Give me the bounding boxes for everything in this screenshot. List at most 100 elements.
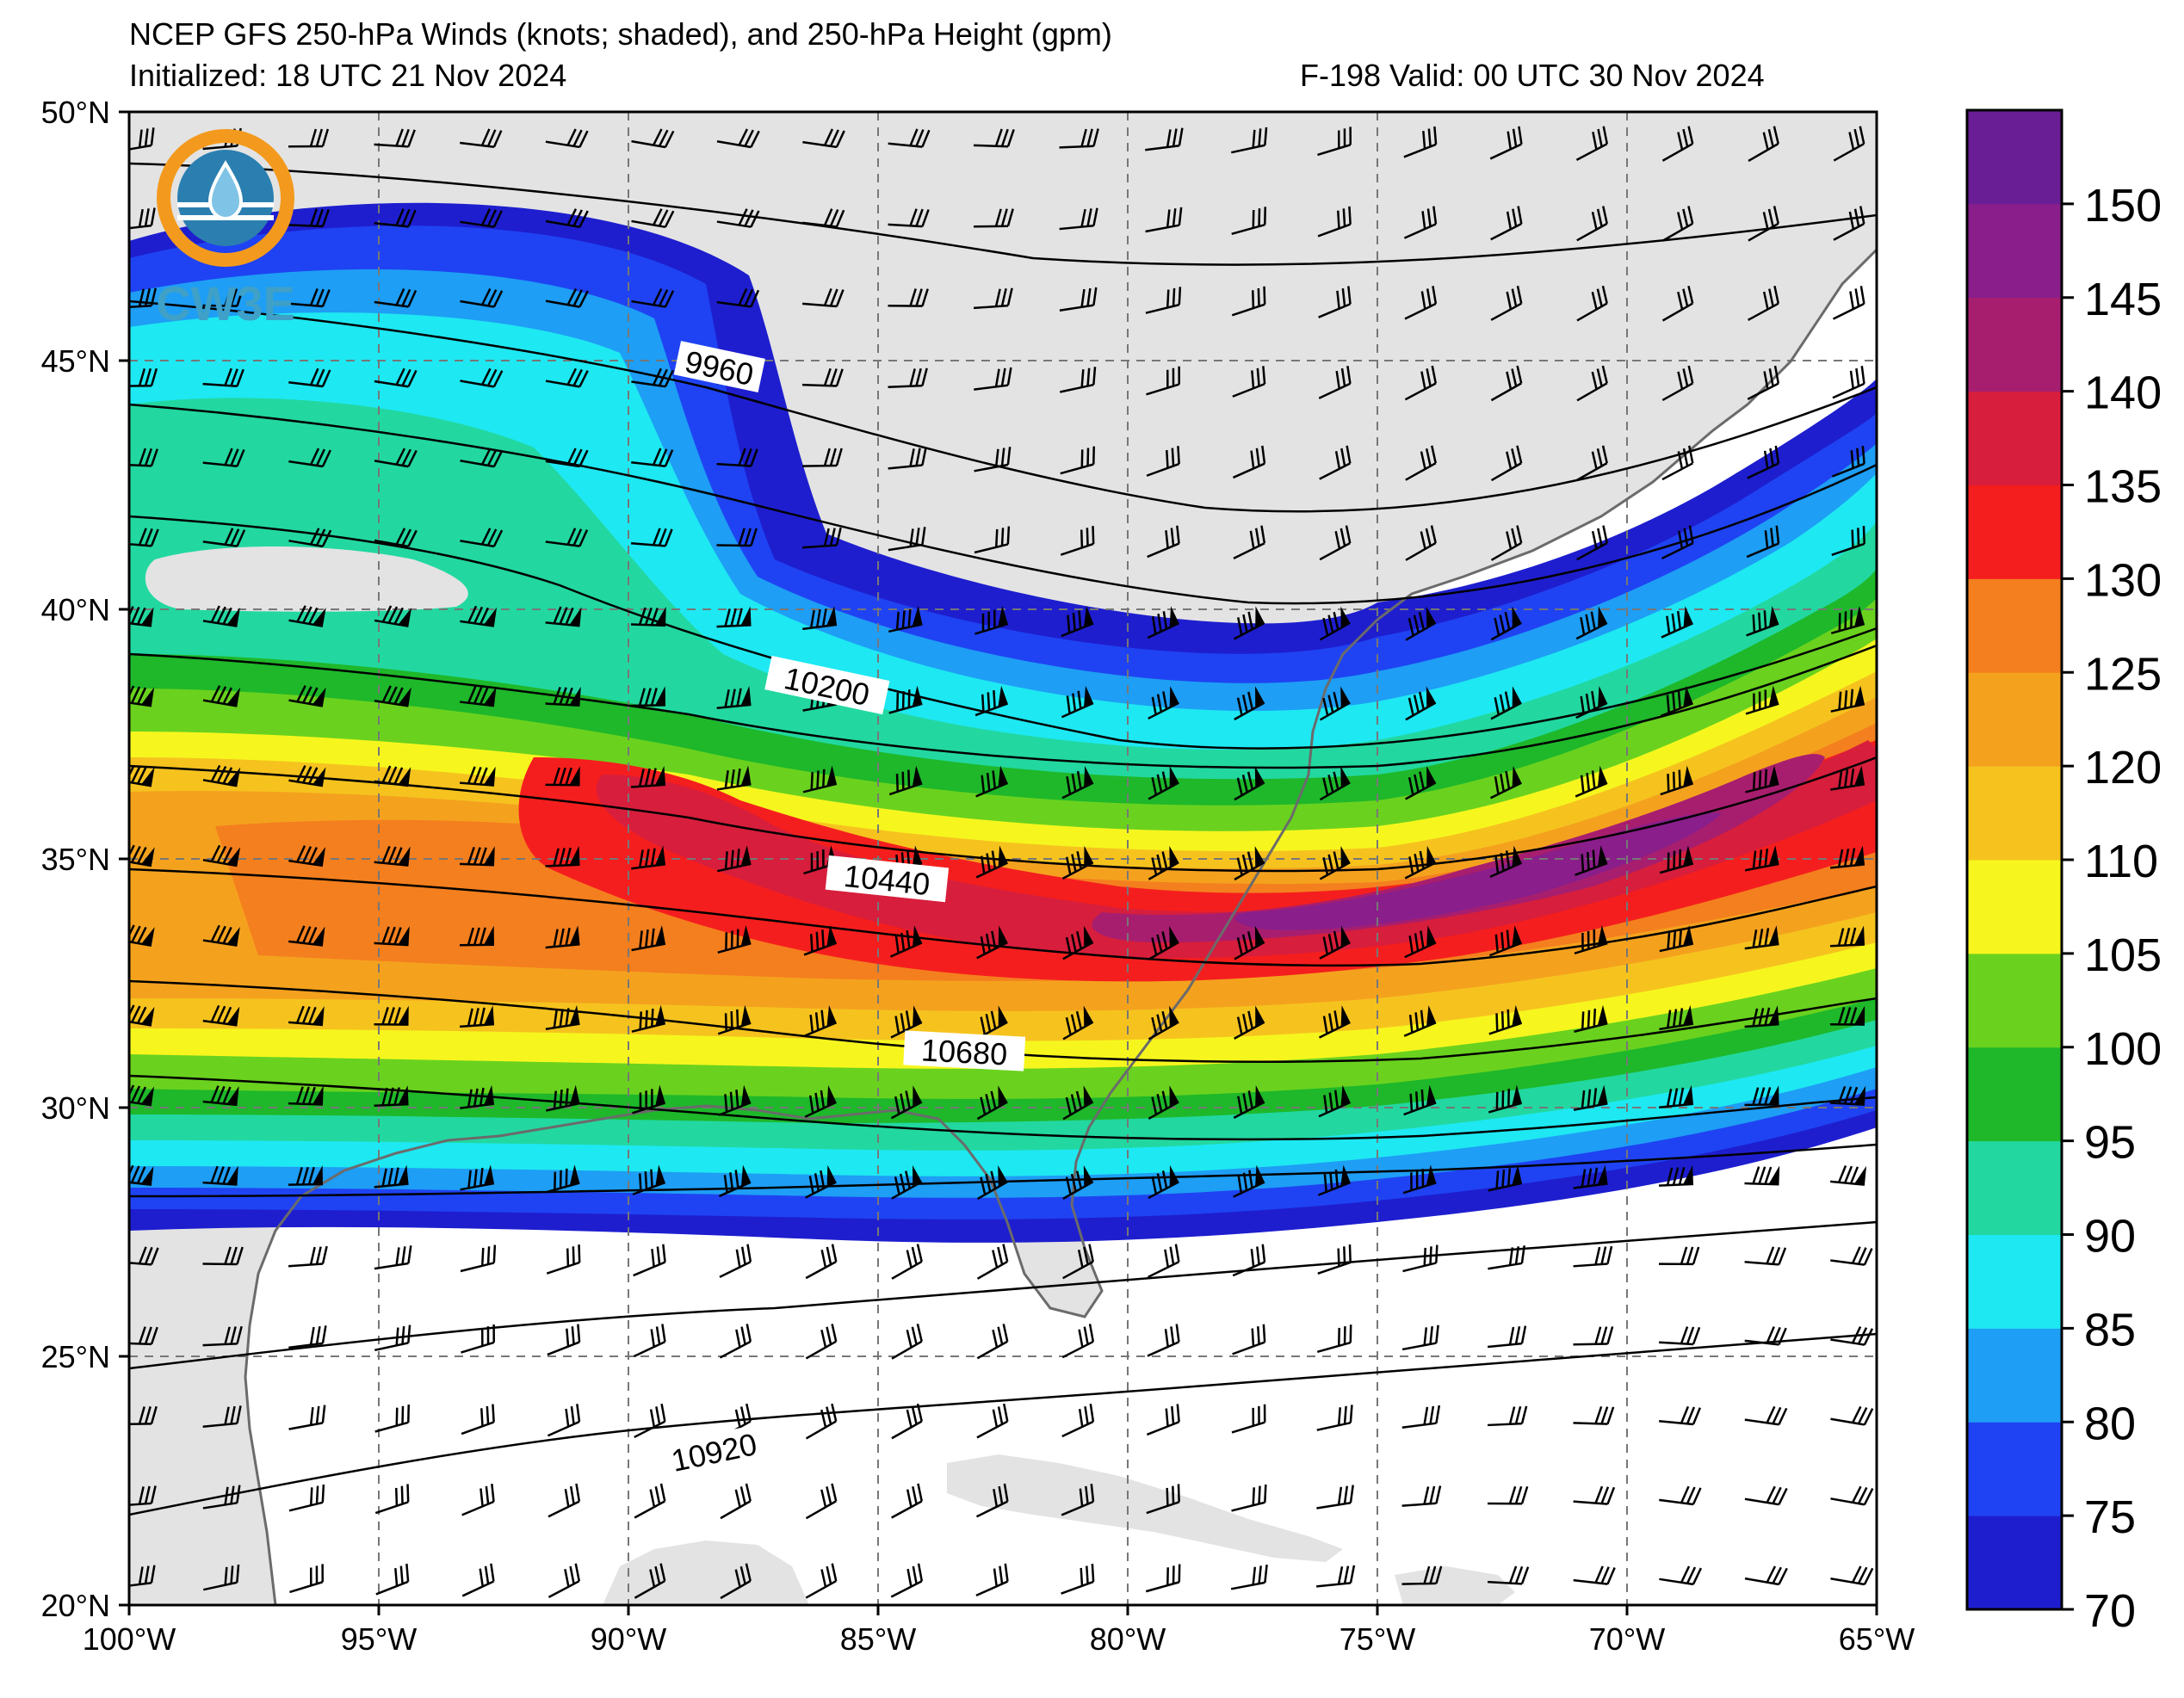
wind-barb [1744,1005,1779,1028]
wind-barb [1744,1246,1787,1266]
wind-barb [631,1004,666,1033]
wind-barb [545,925,580,949]
wind-barb [1233,525,1266,560]
wind-barb [1403,206,1438,239]
wind-barb [1488,1004,1523,1035]
lon-label: 70°W [1589,1621,1665,1657]
wind-barb [129,924,155,948]
wind-barb [1148,845,1179,880]
wind-barb [374,1404,410,1433]
wind-barb [1490,606,1522,641]
wind-barb [459,1005,495,1028]
valid-time: F-198 Valid: 00 UTC 30 Nov 2024 [1300,58,1765,93]
lon-axis: 100°W 95°W 90°W 85°W 80°W 75°W 70°W 65°W [83,1605,1915,1657]
wind-barb [1403,126,1438,158]
wind-barb [202,685,241,707]
wind-barb [129,1565,156,1589]
wind-barb [1574,1004,1608,1033]
wind-barb [288,1245,328,1268]
colorbar-tick-label: 125 [2084,648,2162,700]
wind-barb [1660,765,1694,796]
wind-barb [631,208,675,229]
wind-barb [1403,1084,1437,1116]
wind-barb [1062,925,1094,960]
lon-label: 100°W [83,1621,176,1657]
wind-barb [1061,1324,1095,1359]
colorbar-tick-label: 70 [2084,1585,2136,1637]
wind-barb [202,448,245,467]
wind-barb [1744,1165,1780,1186]
wind-barb [802,208,845,228]
wind-barb [1661,445,1694,481]
wind-barb [805,1164,837,1199]
wind-barb [1145,207,1183,233]
wind-barb [973,287,1013,310]
wind-barb [1744,1405,1788,1426]
height-contours [129,162,1877,1516]
wind-barb [288,208,330,228]
wind-barb [888,685,923,714]
wind-barb [1575,845,1608,876]
wind-barb [1147,525,1180,559]
wind-barb [545,367,589,388]
wind-barb [1661,365,1694,402]
lon-label: 95°W [341,1621,417,1657]
lon-label: 80°W [1090,1621,1166,1657]
wind-barb [1573,1084,1608,1111]
wind-barb [634,1403,666,1439]
wind-barb [1658,1326,1701,1346]
wind-barb [374,605,412,627]
wind-barb [634,1563,666,1599]
wind-barb [717,1004,752,1035]
wind-barb [202,1085,239,1107]
wind-barb [805,1483,838,1520]
wind-barb [1661,126,1694,162]
wind-barb [976,1324,1009,1360]
colorbar-tick-label: 140 [2084,367,2162,419]
colorbar-segment [1967,860,2062,954]
wind-barb [716,287,760,308]
wind-barb [630,606,666,627]
wind-barb [202,1564,240,1591]
wind-barb [1317,127,1352,157]
wind-barb [633,1324,666,1358]
colorbar-tick-label: 110 [2084,836,2158,887]
wind-barb [631,367,674,388]
wind-barb [889,925,923,958]
wind-barb [1060,446,1095,475]
wind-barb [1231,286,1266,317]
wind-barb [1747,365,1780,400]
wind-barb [1148,1164,1179,1200]
wind-barb [974,367,1012,391]
wind-barb [1061,685,1094,719]
wind-barb [1232,1244,1266,1277]
wind-barb [1490,445,1523,482]
wind-barb [1148,1085,1179,1121]
wind-barb [1661,285,1694,322]
wind-barb [202,1165,238,1186]
wind-barb [546,1164,580,1194]
wind-barb [720,1483,752,1520]
wind-barb [802,765,838,793]
wind-barb [1318,365,1352,399]
wind-barb [1146,1404,1180,1436]
wind-barb [801,527,842,549]
colorbar-segment [1967,1516,2062,1610]
wind-barb [1573,1565,1616,1585]
contour-line [129,1220,1877,1370]
wind-barb [129,1246,159,1266]
wind-barbs [129,126,1874,1600]
wind-barb [202,605,240,627]
colorbar-segment [1967,1140,2062,1235]
wind-barb [1659,1405,1702,1426]
colorbar-segment [1967,578,2062,673]
colorbar-tick-label: 75 [2084,1491,2136,1543]
wind-barb [1059,207,1098,231]
wind-barb [1060,526,1095,556]
wind-barb [1576,445,1608,481]
wind-barb [461,1563,495,1597]
wind-barb [1490,686,1522,720]
wind-barb [1744,925,1779,950]
wind-barb [129,1485,157,1507]
